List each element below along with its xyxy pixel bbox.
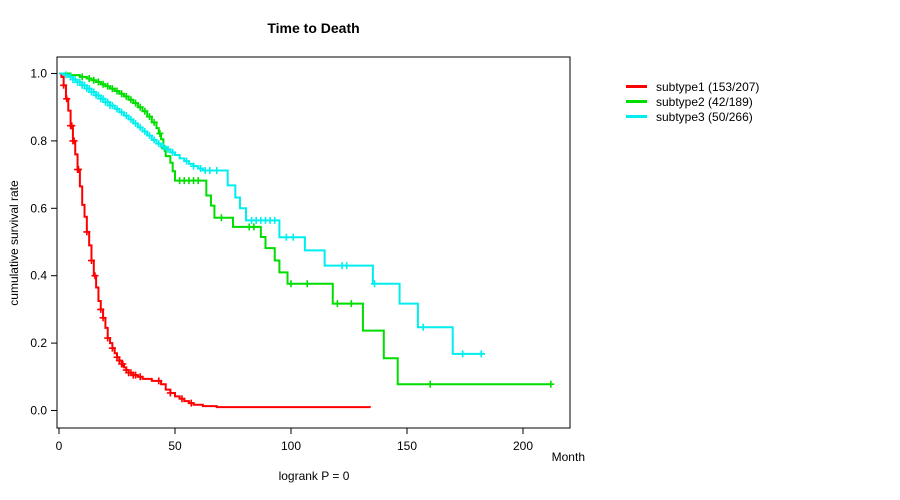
plot-box <box>56 56 571 429</box>
x-tick-label: 100 <box>281 439 301 453</box>
legend-row-subtype3: subtype3 (50/266) <box>626 109 759 124</box>
y-tick-label: 0.6 <box>30 201 47 215</box>
y-tick-label: 0.2 <box>30 336 47 350</box>
censor-marks-subtype3 <box>62 71 485 358</box>
legend-label-subtype3: subtype3 (50/266) <box>656 109 753 124</box>
x-tick-label: 200 <box>513 439 533 453</box>
series-subtype1 <box>59 72 371 409</box>
legend-label-subtype2: subtype2 (42/189) <box>656 94 753 109</box>
x-tick-label: 50 <box>168 439 182 453</box>
censor-marks-subtype2 <box>78 73 555 388</box>
series-subtype3 <box>59 71 485 358</box>
legend-row-subtype2: subtype2 (42/189) <box>626 94 759 109</box>
series-subtype2 <box>59 72 555 388</box>
y-axis: 0.0 0.2 0.4 0.6 0.8 1.0 <box>30 67 57 418</box>
y-axis-label: cumulative survival rate <box>7 180 21 306</box>
y-tick-label: 1.0 <box>30 67 47 81</box>
legend-line-subtype2 <box>626 100 647 103</box>
x-tick-label: 0 <box>56 439 63 453</box>
logrank-annotation: logrank P = 0 <box>278 469 350 483</box>
legend-row-subtype1: subtype1 (153/207) <box>626 79 759 94</box>
y-tick-label: 0.8 <box>30 134 47 148</box>
chart-title: Time to Death <box>267 20 360 36</box>
legend-label-subtype1: subtype1 (153/207) <box>656 79 760 94</box>
survival-curve-subtype1 <box>59 72 371 409</box>
y-tick-label: 0.0 <box>30 404 47 418</box>
legend-line-subtype1 <box>626 85 647 88</box>
legend: subtype1 (153/207) subtype2 (42/189) sub… <box>626 79 759 124</box>
x-axis-label: Month <box>551 450 585 464</box>
censor-marks-subtype1 <box>60 81 195 407</box>
y-tick-label: 0.4 <box>30 269 47 283</box>
x-tick-label: 150 <box>397 439 417 453</box>
x-axis: 0 50 100 150 200 <box>56 428 533 453</box>
legend-line-subtype3 <box>626 115 647 118</box>
